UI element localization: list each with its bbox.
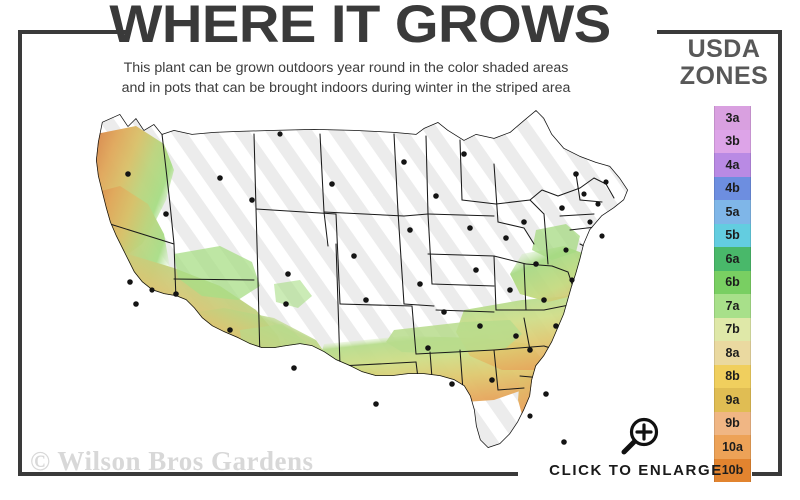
subtitle-line-1: This plant can be grown outdoors year ro… (123, 60, 569, 76)
page-title: WHERE IT GROWS (109, 0, 611, 54)
click-to-enlarge-label[interactable]: CLICK TO ENLARGE (549, 462, 723, 479)
legend-title: USDA ZONES (664, 36, 784, 90)
legend-zone-6b: 6b (714, 270, 751, 294)
legend-zone-4a: 4a (714, 153, 751, 177)
frame-border-bottom-left (18, 472, 518, 476)
legend-zone-8b: 8b (714, 364, 751, 388)
frame-border-top-left (18, 30, 128, 34)
usda-zone-legend: 3a 3b 4a 4b 5a 5b 6a 6b 7a 7b 8a 8b 9a 9b 10a 10b (714, 106, 751, 482)
legend-zone-7b: 7b (714, 317, 751, 341)
usda-hardiness-map[interactable] (24, 104, 664, 464)
legend-zone-10a: 10a (714, 435, 751, 459)
legend-zone-10b: 10b (714, 458, 751, 482)
legend-zone-8a: 8a (714, 341, 751, 365)
legend-zone-5a: 5a (714, 200, 751, 224)
legend-zone-5b: 5b (714, 223, 751, 247)
legend-title-line-2: ZONES (679, 62, 769, 90)
legend-zone-7a: 7a (714, 294, 751, 318)
subtitle-line-2: and in pots that can be brought indoors … (121, 80, 571, 96)
magnifier-plus-icon[interactable] (618, 415, 662, 459)
frame-border-bottom-right (752, 472, 782, 476)
legend-zone-9a: 9a (714, 388, 751, 412)
subtitle: This plant can be grown outdoors year ro… (40, 58, 652, 98)
frame-border-top-right (657, 30, 782, 34)
legend-zone-3b: 3b (714, 129, 751, 153)
legend-zone-3a: 3a (714, 106, 751, 130)
legend-title-line-1: USDA (687, 35, 761, 63)
frame-border-left (18, 30, 22, 476)
legend-zone-9b: 9b (714, 411, 751, 435)
watermark: © Wilson Bros Gardens (30, 446, 314, 476)
map-city-dots (125, 131, 609, 445)
legend-zone-6a: 6a (714, 247, 751, 271)
legend-zone-4b: 4b (714, 176, 751, 200)
frame-border-right (778, 30, 782, 476)
